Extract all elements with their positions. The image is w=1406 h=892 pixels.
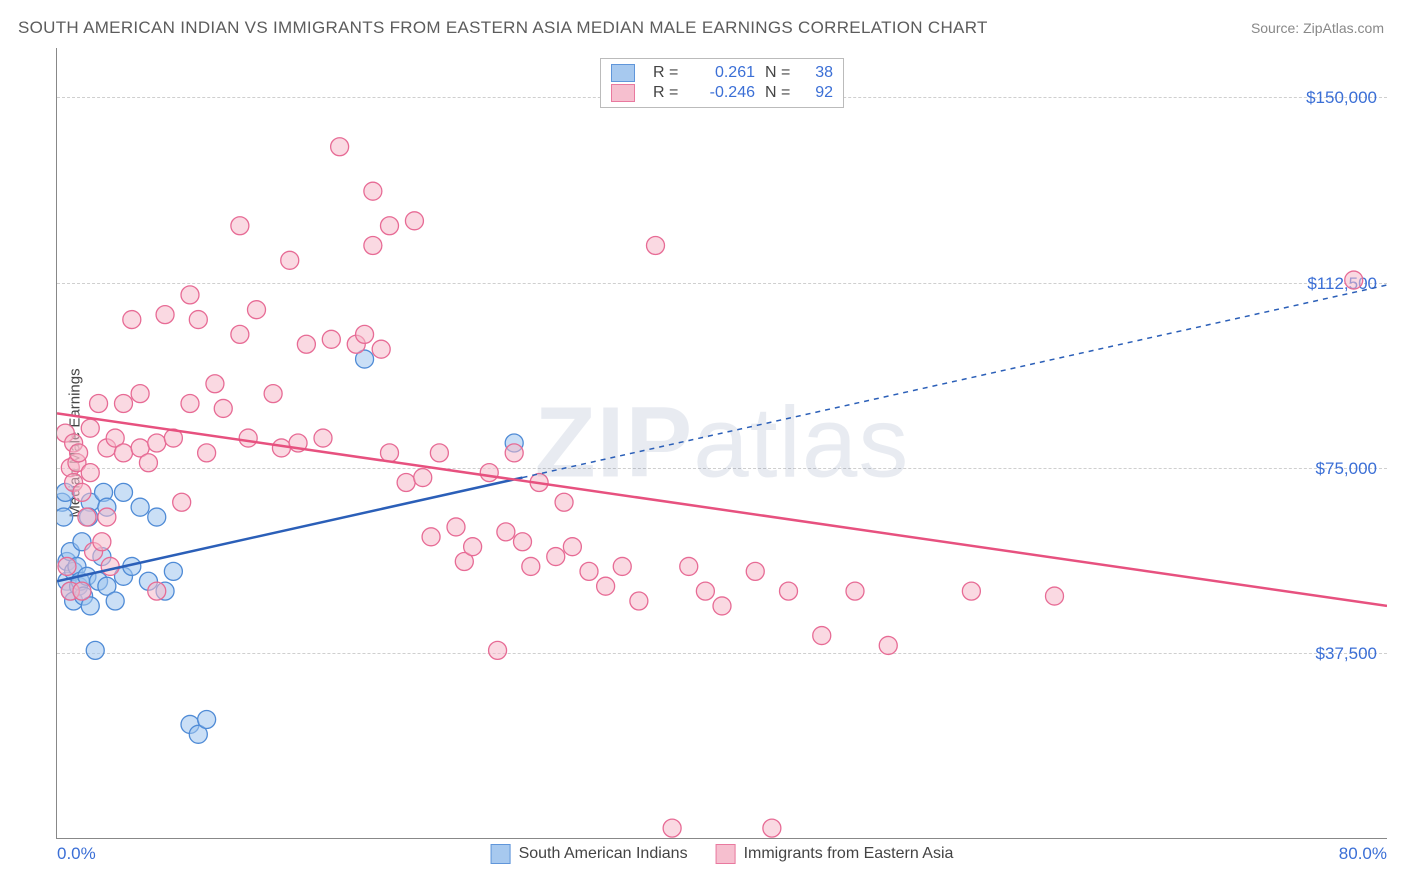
source-label: Source: ZipAtlas.com [1251,20,1384,36]
regression-line-extrapolated [523,285,1388,478]
swatch-icon [716,844,736,864]
stat-label: R = [653,84,685,102]
stat-r-value: -0.246 [695,84,755,102]
bottom-legend: South American Indians Immigrants from E… [491,844,954,864]
stats-legend: R = 0.261 N = 38 R = -0.246 N = 92 [600,58,844,108]
plot-area: Median Male Earnings ZIPatlas $37,500 $7… [56,48,1387,839]
stats-row-ea: R = -0.246 N = 92 [611,83,833,103]
swatch-icon [611,64,635,82]
legend-label: South American Indians [519,845,688,862]
stat-label: N = [765,84,797,102]
swatch-icon [611,84,635,102]
x-tick-label-min: 0.0% [57,844,96,864]
regression-line [57,478,523,582]
stats-row-sai: R = 0.261 N = 38 [611,63,833,83]
stat-n-value: 92 [807,84,833,102]
stat-r-value: 0.261 [695,64,755,82]
legend-item-ea: Immigrants from Eastern Asia [716,844,954,864]
swatch-icon [491,844,511,864]
x-tick-label-max: 80.0% [1339,844,1387,864]
regression-line [57,413,1387,606]
stat-label: N = [765,64,797,82]
stat-n-value: 38 [807,64,833,82]
stat-label: R = [653,64,685,82]
chart-title: SOUTH AMERICAN INDIAN VS IMMIGRANTS FROM… [18,18,988,38]
legend-label: Immigrants from Eastern Asia [744,845,954,862]
regression-layer [57,48,1387,838]
legend-item-sai: South American Indians [491,844,688,864]
